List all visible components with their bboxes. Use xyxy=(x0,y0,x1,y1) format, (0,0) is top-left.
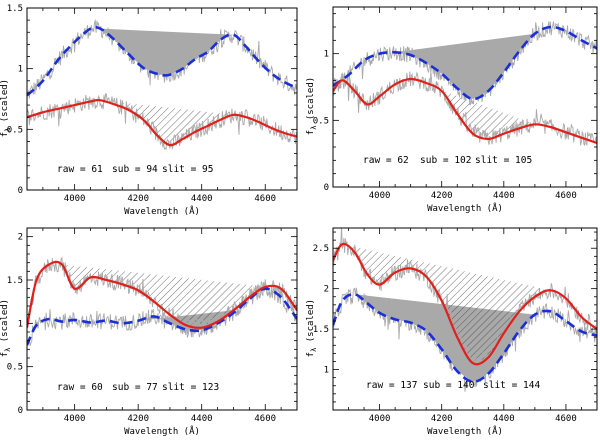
annotation-raw: raw = 137 xyxy=(366,380,417,391)
annotation-slit: slit = 144 xyxy=(483,380,540,391)
plot-area xyxy=(333,228,597,392)
y-axis-label-f: f xyxy=(0,132,10,137)
series-red xyxy=(333,242,597,366)
y-axis-label-sub: λ xyxy=(310,348,318,352)
y-tick-label: 1.5 xyxy=(7,276,23,286)
x-axis-label: Wavelength (Å) xyxy=(427,202,503,214)
annotation-raw: raw = 62 xyxy=(363,155,409,166)
annotation-raw: raw = 60 xyxy=(57,382,103,393)
x-tick-label: 4400 xyxy=(493,414,515,424)
y-tick-label: 0 xyxy=(18,186,23,196)
x-tick-label: 4600 xyxy=(254,414,276,424)
y-axis-label-suffix: (scaled) xyxy=(306,77,316,126)
y-tick-label: 0 xyxy=(324,183,329,193)
annotation-sub: sub = 140 xyxy=(423,380,475,391)
equivalent-width-hatched-region xyxy=(410,79,535,139)
panel-top-left: 4000 4200 4400 4600 0 0.5 1 1.5 Wavelength (Å) fλ… xyxy=(0,4,298,217)
y-axis-label-f: f xyxy=(306,130,316,135)
y-axis-label-sub: λ xyxy=(4,348,12,352)
y-tick-label: 1 xyxy=(324,50,329,60)
x-axis-label: Wavelength (Å) xyxy=(427,425,503,437)
annotation-slit: slit = 123 xyxy=(162,382,219,393)
equivalent-width-gray-region xyxy=(100,28,234,75)
annotation-raw: raw = 61 xyxy=(57,164,103,175)
series-red xyxy=(27,260,297,329)
x-tick-label: 4000 xyxy=(64,194,86,204)
y-tick-label: 1 xyxy=(324,366,329,376)
y-axis-label: fλ (scaled) xyxy=(0,79,12,137)
y-tick-label: 2 xyxy=(324,285,329,295)
y-axis-label-f: f xyxy=(306,352,316,357)
annotation-sub: sub = 77 xyxy=(112,382,158,393)
x-axis-label: Wavelength (Å) xyxy=(124,205,200,217)
series-blue-dashed xyxy=(27,25,297,97)
axes-frame xyxy=(26,227,298,411)
series-red xyxy=(333,77,597,145)
x-tick-label: 4000 xyxy=(369,414,391,424)
series-red xyxy=(27,99,297,147)
plot-area xyxy=(27,19,297,151)
x-tick-label: 4600 xyxy=(254,194,276,204)
x-tick-label: 4400 xyxy=(493,191,515,201)
equivalent-width-gray-region xyxy=(395,33,535,100)
y-axis-label: fλ (scaled) xyxy=(306,299,318,357)
x-tick-label: 4600 xyxy=(555,191,577,201)
y-tick-label: 1 xyxy=(18,319,23,329)
x-tick-label: 4200 xyxy=(431,191,453,201)
y-tick-label: 1.5 xyxy=(7,4,23,14)
series-blue-dashed xyxy=(333,292,597,384)
y-axis-label: fλ (scaled) xyxy=(0,299,12,357)
raw-spectrum-red xyxy=(333,228,597,370)
x-tick-label: 4200 xyxy=(127,414,149,424)
y-tick-label: 2.5 xyxy=(313,244,329,254)
raw-spectrum-red xyxy=(333,70,597,149)
series-blue-dashed xyxy=(27,287,297,346)
raw-spectrum-blue-dashed xyxy=(27,19,297,99)
panel-bottom-left: 4000 4200 4400 4600 0 0.5 1 1.5 2 Wavelength (Å) f… xyxy=(0,227,298,437)
annotation-slit: slit = 105 xyxy=(475,155,532,166)
x-tick-label: 4200 xyxy=(431,414,453,424)
series-blue-dashed xyxy=(333,25,597,101)
raw-spectrum-blue-dashed xyxy=(333,287,597,392)
y-tick-label: 1.5 xyxy=(313,325,329,335)
x-tick-label: 4000 xyxy=(369,191,391,201)
panel-bottom-right: 4000 4200 4400 4600 1 1.5 2 2.5 Wavelength (Å) fλ… xyxy=(306,227,598,437)
x-tick-label: 4600 xyxy=(555,414,577,424)
y-tick-label: 0.5 xyxy=(7,125,23,135)
x-tick-label: 4400 xyxy=(191,194,213,204)
plot-area xyxy=(333,21,597,149)
y-axis-label-suffix: (scaled) xyxy=(0,299,10,348)
x-axis-label: Wavelength (Å) xyxy=(124,425,200,437)
annotation-sub: sub = 94 xyxy=(112,164,158,175)
panel-top-right: 4000 4200 4400 4600 0 0.5 1 Wavelength (Å) fλ (s… xyxy=(306,6,598,214)
axes-frame xyxy=(332,6,598,188)
axes-frame xyxy=(26,7,298,191)
annotation-slit: slit = 95 xyxy=(162,164,213,175)
x-tick-label: 4400 xyxy=(191,414,213,424)
x-tick-label: 4200 xyxy=(127,194,149,204)
y-tick-label: 0.5 xyxy=(313,116,329,126)
y-axis-label-f: f xyxy=(0,352,10,357)
axes-frame xyxy=(332,227,598,411)
y-axis-label-sub: λ xyxy=(310,126,318,130)
y-tick-label: 0.5 xyxy=(7,363,23,373)
y-axis-label-suffix: (scaled) xyxy=(0,79,10,128)
y-tick-label: 1 xyxy=(18,65,23,75)
y-axis-label-suffix: (scaled) xyxy=(306,299,316,348)
x-tick-label: 4000 xyxy=(64,414,86,424)
annotation-sub: sub = 102 xyxy=(420,155,471,166)
plot-area xyxy=(27,256,297,346)
y-axis-label-sub: λ xyxy=(4,128,12,132)
y-tick-label: 2 xyxy=(18,233,23,243)
y-axis-label: fλ (scaled) xyxy=(306,77,318,135)
y-tick-label: 0 xyxy=(18,406,23,416)
